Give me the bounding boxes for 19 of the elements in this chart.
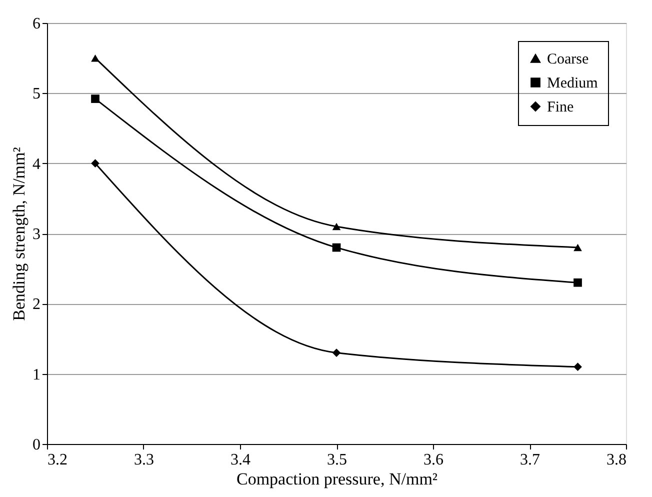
x-tick-label: 3.2 xyxy=(48,452,68,468)
x-axis-title: Compaction pressure, N/mm² xyxy=(236,470,438,488)
y-tick-label: 6 xyxy=(32,16,40,32)
x-tick-label: 3.3 xyxy=(134,452,154,468)
x-tick-label: 3.6 xyxy=(424,452,444,468)
y-tick-label: 1 xyxy=(32,366,40,384)
x-tick-label: 3.8 xyxy=(606,452,626,468)
legend-label: Coarse xyxy=(547,52,589,68)
legend-label: Medium xyxy=(547,76,598,92)
legend-label: Fine xyxy=(547,100,574,116)
y-tick-label: 4 xyxy=(32,156,40,173)
y-tick-label: 0 xyxy=(32,436,40,454)
y-axis-title: Bending strength, N/mm² xyxy=(10,147,28,321)
x-tick-label: 3.4 xyxy=(230,452,250,468)
y-tick-label: 2 xyxy=(32,296,40,314)
y-tick-label: 5 xyxy=(32,86,40,103)
x-tick-label: 3.5 xyxy=(327,452,347,468)
y-tick-label: 3 xyxy=(32,226,40,243)
x-tick-label: 3.7 xyxy=(520,452,540,468)
